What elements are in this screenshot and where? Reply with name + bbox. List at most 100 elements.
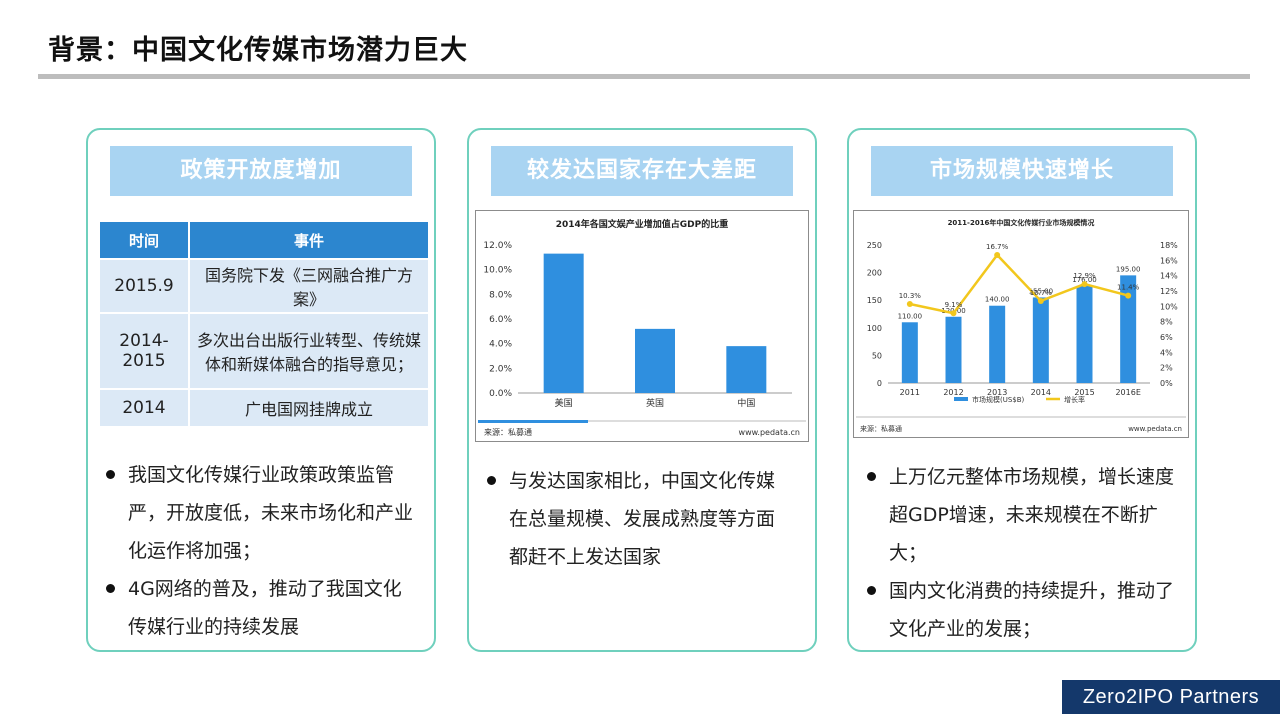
- bar: [1076, 285, 1093, 383]
- page-title: 背景：中国文化传媒市场潜力巨大: [48, 35, 468, 66]
- x-tick-label: 美国: [555, 397, 573, 409]
- policy-panel: 政策开放度增加 时间 事件 2015.9 国务院下发《三网融合推广方案》 201…: [86, 128, 436, 652]
- bar-data-label: 110.00: [898, 312, 923, 320]
- y-right-tick-label: 0%: [1160, 379, 1173, 388]
- x-tick-label: 英国: [646, 397, 664, 409]
- line-data-label: 11.4%: [1117, 284, 1140, 292]
- line-data-label: 10.7%: [1030, 289, 1053, 297]
- panel-header-market: 市场规模快速增长: [871, 146, 1173, 196]
- source-accent-bar: [478, 420, 588, 423]
- table-header-row: 时间 事件: [100, 222, 428, 258]
- line-point: [950, 310, 957, 317]
- y-left-tick-label: 250: [867, 241, 882, 250]
- legend-label-bars: 市场规模(US$B): [972, 395, 1025, 404]
- gap-bullets: 与发达国家相比，中国文化传媒在总量规模、发展成熟度等方面都赶不上发达国家: [487, 462, 793, 576]
- y-right-tick-label: 18%: [1160, 241, 1178, 250]
- table-cell-event: 广电国网挂牌成立: [190, 390, 428, 426]
- line-data-label: 10.3%: [899, 292, 922, 300]
- bullet-item: 4G网络的普及，推动了我国文化传媒行业的持续发展: [106, 570, 418, 646]
- y-right-tick-label: 8%: [1160, 318, 1173, 327]
- column-header-time: 时间: [100, 222, 188, 258]
- market-panel: 市场规模快速增长 2011-2016年中国文化传媒行业市场规模情况 250 200 1…: [847, 128, 1197, 652]
- y-tick-label: 0.0%: [489, 389, 512, 399]
- line-data-label: 16.7%: [986, 243, 1009, 251]
- title-divider: [38, 74, 1250, 79]
- chart-site: www.pedata.cn: [739, 428, 800, 437]
- line-data-label: 9.1%: [945, 301, 963, 309]
- y-right-tick-label: 10%: [1160, 302, 1178, 311]
- x-tick-label: 2016E: [1115, 388, 1140, 397]
- y-left-tick-label: 50: [872, 351, 882, 360]
- legend-label-line: 增长率: [1064, 395, 1085, 404]
- column-header-event: 事件: [190, 222, 428, 258]
- bar-data-label: 155.00: [1029, 287, 1054, 295]
- table-row: 2014-2015 多次出台出版行业转型、传统媒体和新媒体融合的指导意见；: [100, 314, 428, 388]
- bar: [1032, 297, 1049, 383]
- y-tick-label: 4.0%: [489, 340, 512, 350]
- bar-data-label: 140.00: [985, 296, 1010, 304]
- bar: [543, 253, 584, 393]
- x-tick-label: 2015: [1074, 388, 1094, 397]
- bar: [945, 316, 962, 383]
- bar: [726, 346, 767, 393]
- y-left-tick-label: 150: [867, 296, 882, 305]
- bullet-item: 上万亿元整体市场规模，增长速度超GDP增速，未来规模在不断扩大；: [867, 458, 1177, 572]
- bullet-item: 我国文化传媒行业政策政策监管严，开放度低，未来市场化和产业化运作将加强；: [106, 456, 418, 570]
- policy-table: 时间 事件 2015.9 国务院下发《三网融合推广方案》 2014-2015 多…: [98, 220, 430, 428]
- line-point: [1125, 292, 1132, 299]
- bar: [989, 305, 1006, 383]
- x-tick-label: 2013: [987, 388, 1007, 397]
- x-tick-label: 2011: [900, 388, 920, 397]
- market-size-chart-svg: 2011-2016年中国文化传媒行业市场规模情况 250 200 150 100 50 0 1…: [856, 218, 1186, 433]
- bar: [901, 322, 918, 383]
- chart-title: 2011-2016年中国文化传媒行业市场规模情况: [948, 218, 1095, 227]
- y-right-tick-label: 6%: [1160, 333, 1173, 342]
- y-left-tick-label: 100: [867, 324, 882, 333]
- line-data-label: 12.9%: [1073, 272, 1096, 280]
- bullet-item: 与发达国家相比，中国文化传媒在总量规模、发展成熟度等方面都赶不上发达国家: [487, 462, 793, 576]
- y-left-tick-label: 200: [867, 269, 882, 278]
- table-cell-time: 2015.9: [100, 260, 188, 312]
- bar-data-label: 176.00: [1072, 276, 1097, 284]
- y-right-tick-label: 2%: [1160, 364, 1173, 373]
- bar: [635, 328, 675, 393]
- y-tick-label: 6.0%: [489, 315, 512, 325]
- bullet-item: 国内文化消费的持续提升，推动了文化产业的发展；: [867, 572, 1177, 648]
- market-bullets: 上万亿元整体市场规模，增长速度超GDP增速，未来规模在不断扩大； 国内文化消费的…: [867, 458, 1177, 648]
- table-cell-time: 2014: [100, 390, 188, 426]
- gdp-share-chart: 2014年各国文娱产业增加值占GDP的比重 12.0% 10.0% 8.0% 6.0% 4…: [475, 210, 809, 442]
- line-point: [1037, 297, 1044, 304]
- chart-site: www.pedata.cn: [1128, 425, 1182, 433]
- x-tick-label: 2014: [1031, 388, 1051, 397]
- table-row: 2014 广电国网挂牌成立: [100, 390, 428, 426]
- bar: [1120, 275, 1137, 383]
- table-cell-event: 国务院下发《三网融合推广方案》: [190, 260, 428, 312]
- line-point: [994, 251, 1001, 258]
- table-cell-time: 2014-2015: [100, 314, 188, 388]
- y-right-tick-label: 14%: [1160, 272, 1178, 281]
- y-tick-label: 12.0%: [483, 241, 512, 251]
- zero2ipo-logo: Zero2IPO Partners: [1062, 680, 1280, 714]
- y-tick-label: 10.0%: [483, 266, 512, 276]
- y-left-tick-label: 0: [877, 379, 882, 388]
- policy-bullets: 我国文化传媒行业政策政策监管严，开放度低，未来市场化和产业化运作将加强； 4G网…: [106, 456, 418, 646]
- line-point: [1081, 281, 1088, 288]
- gap-panel: 较发达国家存在大差距 2014年各国文娱产业增加值占GDP的比重 12.0% 10.…: [467, 128, 817, 652]
- bar-data-label: 195.00: [1116, 265, 1141, 273]
- market-size-chart: 2011-2016年中国文化传媒行业市场规模情况 250 200 150 100 50 0 1…: [853, 210, 1189, 438]
- line-point: [906, 301, 913, 308]
- table-row: 2015.9 国务院下发《三网融合推广方案》: [100, 260, 428, 312]
- x-tick-label: 2012: [943, 388, 963, 397]
- panel-header-policy: 政策开放度增加: [110, 146, 412, 196]
- y-tick-label: 8.0%: [489, 290, 512, 300]
- chart-source: 来源：私募通: [484, 427, 532, 437]
- legend-swatch-bars: [954, 397, 968, 401]
- y-right-tick-label: 12%: [1160, 287, 1178, 296]
- x-tick-label: 中国: [737, 397, 755, 409]
- y-right-tick-label: 4%: [1160, 348, 1173, 357]
- gdp-share-chart-svg: 2014年各国文娱产业增加值占GDP的比重 12.0% 10.0% 8.0% 6.0% 4…: [478, 218, 806, 437]
- table-cell-event: 多次出台出版行业转型、传统媒体和新媒体融合的指导意见；: [190, 314, 428, 388]
- growth-line: [909, 253, 1129, 315]
- chart-title: 2014年各国文娱产业增加值占GDP的比重: [556, 218, 729, 230]
- y-tick-label: 2.0%: [489, 364, 512, 374]
